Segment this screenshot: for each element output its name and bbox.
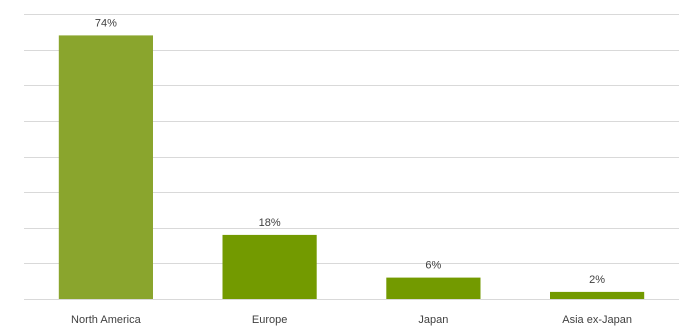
data-label: 74% (95, 17, 117, 29)
data-label: 2% (589, 274, 605, 286)
bar-asia-ex-japan (550, 291, 645, 299)
data-label: 6% (425, 260, 441, 272)
bar-north-america (58, 35, 153, 300)
data-label: 18% (259, 217, 281, 229)
bar-japan (386, 277, 481, 299)
x-tick-label: Japan (418, 314, 448, 326)
x-tick-label: Asia ex-Japan (562, 314, 632, 326)
x-axis-labels: North America Europe Japan Asia ex-Japan (71, 314, 632, 326)
data-labels: 74% 18% 6% 2% (95, 17, 605, 286)
x-tick-label: Europe (252, 314, 287, 326)
x-tick-label: North America (71, 314, 142, 326)
bar-europe (222, 234, 317, 299)
bars (58, 35, 645, 300)
